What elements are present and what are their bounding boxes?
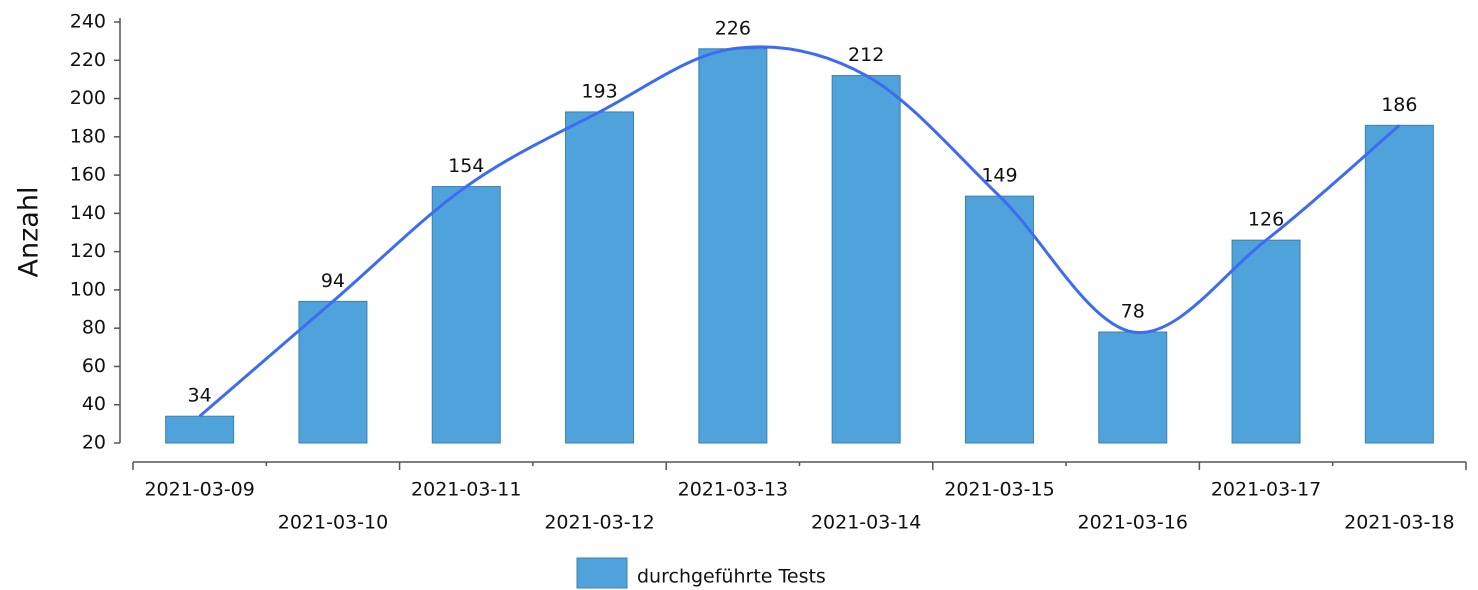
y-axis-label: Anzahl <box>14 187 45 278</box>
bar <box>698 48 768 444</box>
x-tick-label: 2021-03-11 <box>411 479 521 501</box>
bar <box>431 186 501 444</box>
x-tick-label: 2021-03-16 <box>1078 512 1188 534</box>
y-tick-label: 20 <box>82 432 106 454</box>
x-tick-label: 2021-03-14 <box>811 512 921 534</box>
x-tick-label: 2021-03-18 <box>1344 512 1454 534</box>
y-tick-label: 140 <box>70 202 106 224</box>
data-label: 94 <box>321 270 345 292</box>
bar <box>1098 331 1168 444</box>
bar <box>1364 124 1434 444</box>
y-tick-label: 220 <box>70 49 106 71</box>
x-tick-label: 2021-03-13 <box>678 479 788 501</box>
data-label: 226 <box>715 17 751 39</box>
x-tick-label: 2021-03-12 <box>544 512 654 534</box>
bar <box>831 75 901 444</box>
data-label: 212 <box>848 44 884 66</box>
data-label: 78 <box>1121 301 1145 323</box>
data-label: 34 <box>188 385 212 407</box>
x-tick-label: 2021-03-17 <box>1211 479 1321 501</box>
y-tick-label: 180 <box>70 125 106 147</box>
bar <box>165 415 235 444</box>
y-tick-label: 160 <box>70 164 106 186</box>
y-tick-label: 100 <box>70 278 106 300</box>
data-label: 149 <box>981 165 1017 187</box>
legend-swatch <box>576 557 628 589</box>
y-tick-label: 120 <box>70 240 106 262</box>
y-tick-label: 80 <box>82 317 106 339</box>
data-label: 186 <box>1381 94 1417 116</box>
y-tick-label: 40 <box>82 393 106 415</box>
data-label: 126 <box>1248 209 1284 231</box>
bar <box>565 111 635 444</box>
bar <box>964 195 1034 444</box>
legend-label: durchgeführte Tests <box>637 566 826 588</box>
x-tick-label: 2021-03-10 <box>278 512 388 534</box>
bar <box>1231 239 1301 444</box>
data-label: 154 <box>448 155 484 177</box>
x-tick-label: 2021-03-09 <box>144 479 254 501</box>
data-label: 193 <box>581 80 617 102</box>
y-tick-label: 240 <box>70 11 106 33</box>
y-tick-label: 200 <box>70 87 106 109</box>
x-tick-label: 2021-03-15 <box>944 479 1054 501</box>
trend-line <box>198 45 1401 418</box>
y-tick-label: 60 <box>82 355 106 377</box>
